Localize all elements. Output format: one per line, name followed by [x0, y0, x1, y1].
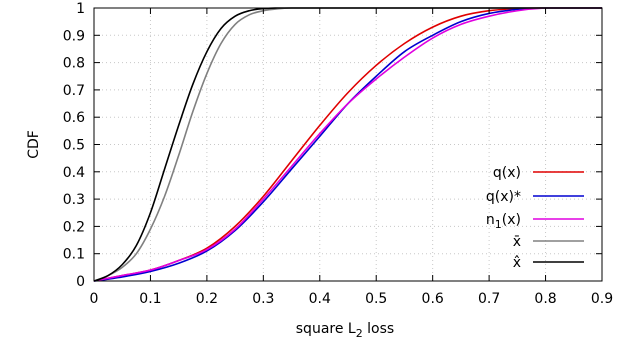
- series-lines: [93, 7, 602, 282]
- y-tick-label: 0.7: [63, 83, 85, 99]
- y-tick-label: 0.1: [63, 247, 85, 263]
- x-tick-label: 0.1: [139, 291, 161, 307]
- series-line-2: [93, 7, 602, 282]
- x-tick-label: 0.6: [422, 291, 444, 307]
- x-tick-label: 0.8: [534, 291, 556, 307]
- legend: q(x) q(x)* n1(x) x̄ x̂: [486, 165, 584, 271]
- x-tick-label: 0.4: [309, 291, 331, 307]
- x-tick-label: 0.2: [196, 291, 218, 307]
- y-tick-label: 0.4: [63, 165, 85, 181]
- y-axis-label: CDF: [26, 130, 42, 159]
- grid: [94, 8, 602, 281]
- x-tick-label: 0.5: [365, 291, 387, 307]
- y-tick-label: 0.6: [63, 110, 85, 126]
- legend-label-2: n1(x): [486, 212, 521, 231]
- legend-label-4: x̂: [513, 255, 521, 271]
- x-tick-label: 0: [90, 291, 99, 307]
- legend-label-1: q(x)*: [486, 189, 521, 205]
- y-tick-label: 0: [76, 274, 85, 290]
- y-tick-label: 0.9: [63, 28, 85, 44]
- legend-label-3: x̄: [513, 234, 521, 250]
- y-tick-label: 0.3: [63, 192, 85, 208]
- x-tick-label: 0.9: [591, 291, 613, 307]
- y-tick-label: 0.5: [63, 138, 85, 154]
- x-axis-label: square L2 loss: [296, 321, 394, 340]
- x-tick-label: 0.7: [478, 291, 500, 307]
- ticks: 0 0.1 0.2 0.3 0.4 0.5 0.6 0.7 0.8 0.9 0 0.1 0.2 0.3 0.…: [63, 1, 613, 307]
- x-tick-label: 0.3: [252, 291, 274, 307]
- legend-label-0: q(x): [493, 165, 521, 181]
- y-tick-label: 1: [76, 1, 85, 17]
- y-tick-label: 0.2: [63, 219, 85, 235]
- y-tick-label: 0.8: [63, 56, 85, 72]
